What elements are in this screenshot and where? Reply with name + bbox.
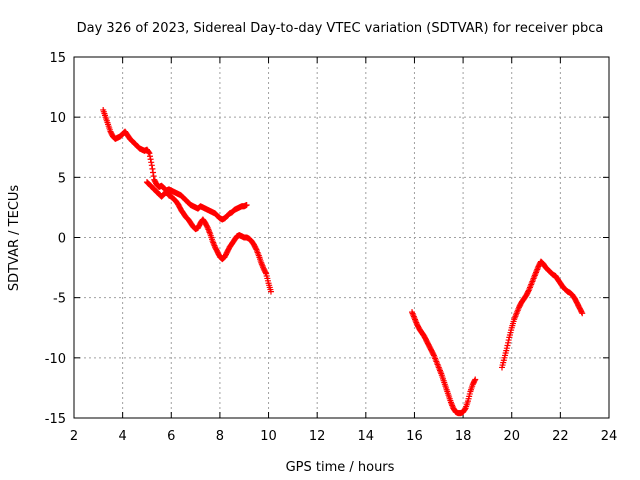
series-track-2 <box>143 179 274 295</box>
data-point <box>503 345 510 352</box>
data-point <box>148 162 155 169</box>
data-point <box>505 339 512 346</box>
y-axis-label: SDTVAR / TECUs <box>7 185 22 292</box>
data-point <box>262 269 269 276</box>
y-tick-label: 10 <box>49 111 66 126</box>
data-point <box>267 288 274 295</box>
data-point <box>471 377 478 384</box>
data-point <box>505 337 512 344</box>
data-point <box>150 173 157 180</box>
x-tick-label: 16 <box>406 429 423 444</box>
x-tick-label: 4 <box>118 429 126 444</box>
x-tick-label: 24 <box>601 429 618 444</box>
data-point <box>430 351 437 358</box>
data-point <box>525 288 532 295</box>
series-track-3 <box>409 309 479 417</box>
grid-layer <box>74 57 609 418</box>
series-track-4 <box>499 258 586 371</box>
data-point <box>204 223 211 230</box>
x-tick-label: 2 <box>70 429 78 444</box>
x-tick-label: 18 <box>455 429 472 444</box>
x-tick-labels: 2 4 6 8 10 12 14 16 18 20 22 24 <box>70 429 617 444</box>
x-tick-label: 14 <box>358 429 375 444</box>
y-tick-label: -5 <box>53 292 66 307</box>
data-point <box>578 309 585 316</box>
data-points <box>100 106 586 417</box>
data-point <box>148 159 155 166</box>
series-track-1 <box>100 106 250 223</box>
data-point <box>146 153 153 160</box>
data-point <box>579 310 586 317</box>
chart-title: Day 326 of 2023, Sidereal Day-to-day VTE… <box>77 21 604 36</box>
x-tick-label: 20 <box>503 429 520 444</box>
x-tick-label: 6 <box>167 429 175 444</box>
y-tick-label: 5 <box>58 171 66 186</box>
x-tick-label: 8 <box>216 429 224 444</box>
x-axis-label: GPS time / hours <box>286 460 395 475</box>
y-tick-label: 15 <box>49 51 66 66</box>
data-point <box>504 342 511 349</box>
data-point <box>146 150 153 157</box>
tick-layer <box>73 56 610 419</box>
y-tick-label: 0 <box>58 232 66 247</box>
y-tick-labels: -15 -10 -5 0 5 10 15 <box>45 51 66 427</box>
x-tick-label: 12 <box>309 429 326 444</box>
data-point <box>145 149 152 156</box>
data-point <box>150 169 157 176</box>
data-point <box>461 406 468 413</box>
y-tick-label: -15 <box>45 412 66 427</box>
data-point <box>149 165 156 172</box>
data-point <box>147 156 154 163</box>
data-point <box>243 202 250 209</box>
data-point <box>472 376 479 383</box>
x-tick-label: 22 <box>552 429 569 444</box>
x-tick-label: 10 <box>260 429 277 444</box>
y-tick-label: -10 <box>45 352 66 367</box>
data-point <box>252 245 259 252</box>
